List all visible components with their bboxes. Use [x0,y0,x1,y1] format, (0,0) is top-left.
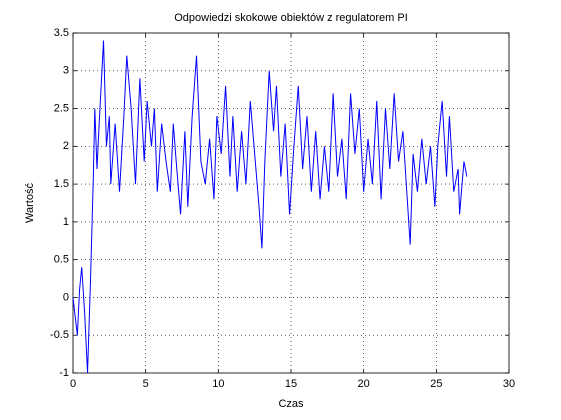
data-line [72,40,468,374]
x-tick-label: 0 [70,378,76,390]
y-tick-label: 1.5 [54,178,69,190]
axes-box [72,32,510,374]
y-tick-label: 0.5 [54,254,69,266]
x-tick-label: 25 [430,378,442,390]
x-tick-label: 10 [212,378,224,390]
x-axis-label: Czas [278,398,304,410]
y-tick-label: 2.5 [54,102,69,114]
y-tick-label: 0 [63,291,69,303]
y-tick-label: -1 [59,367,69,379]
y-tick-label: 1 [63,216,69,228]
y-tick-label: 2 [63,140,69,152]
x-tick-label: 20 [358,378,370,390]
x-tick-label: 5 [143,378,149,390]
x-tick-label: 30 [503,378,515,390]
y-tick-label: -0.5 [50,329,69,341]
y-axis-label: Wartość [24,183,36,223]
x-tick-label: 15 [285,378,297,390]
y-tick-label: 3.5 [54,27,69,39]
y-tick-label: 3 [63,65,69,77]
chart-title: Odpowiedzi skokowe obiektów z regulatore… [174,12,408,24]
